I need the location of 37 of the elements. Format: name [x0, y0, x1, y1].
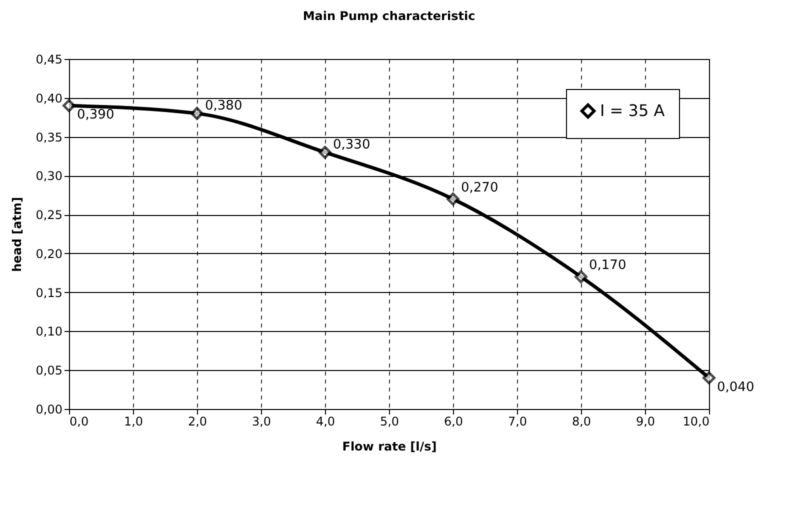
data-label: 0,270	[461, 180, 498, 196]
x-tick-label: 8,0	[572, 414, 592, 428]
data-label: 0,040	[717, 380, 754, 395]
y-tick-label: 0,40	[36, 91, 62, 106]
x-tick-label: 5,0	[380, 414, 400, 428]
y-tick-label: 0,15	[36, 286, 62, 300]
x-axis-title: Flow rate [l/s]	[342, 440, 437, 454]
point	[574, 270, 588, 284]
x-tick-label: 6,0	[444, 414, 464, 428]
data-label: 0,380	[205, 98, 242, 114]
y-tick-label: 0,20	[36, 246, 62, 261]
data-label: 0,390	[77, 108, 114, 123]
y-tick-label: 0,05	[36, 364, 62, 378]
legend-label: I = 35 A	[600, 101, 665, 120]
x-tick-label: 7,0	[508, 414, 528, 428]
y-tick-label: 0,35	[36, 130, 62, 144]
y-tick-label: 0,10	[36, 324, 62, 339]
y-axis-title: head [atm]	[10, 197, 24, 272]
x-tick-label: 4,0	[316, 414, 336, 428]
point	[702, 371, 716, 384]
y-tick-label: 0,30	[36, 169, 62, 184]
y-tick-label: 0,25	[36, 208, 62, 222]
x-tick-label: 3,0	[252, 414, 272, 428]
x-tick-label: 9,0	[636, 414, 656, 428]
point	[62, 99, 76, 112]
x-tick-label: 2,0	[188, 414, 208, 428]
point	[446, 192, 460, 206]
chart-title: Main Pump characteristic	[302, 9, 476, 23]
x-tick-label: 0,0	[70, 414, 89, 428]
x-tick-label: 1,0	[124, 414, 144, 428]
x-tick-label: 10,0	[682, 414, 710, 428]
point	[318, 146, 332, 159]
data-label: 0,330	[333, 138, 370, 153]
y-tick-label: 0,00	[36, 402, 62, 416]
point	[190, 106, 204, 120]
data-label: 0,170	[589, 258, 626, 274]
y-tick-label: 0,45	[36, 52, 62, 66]
